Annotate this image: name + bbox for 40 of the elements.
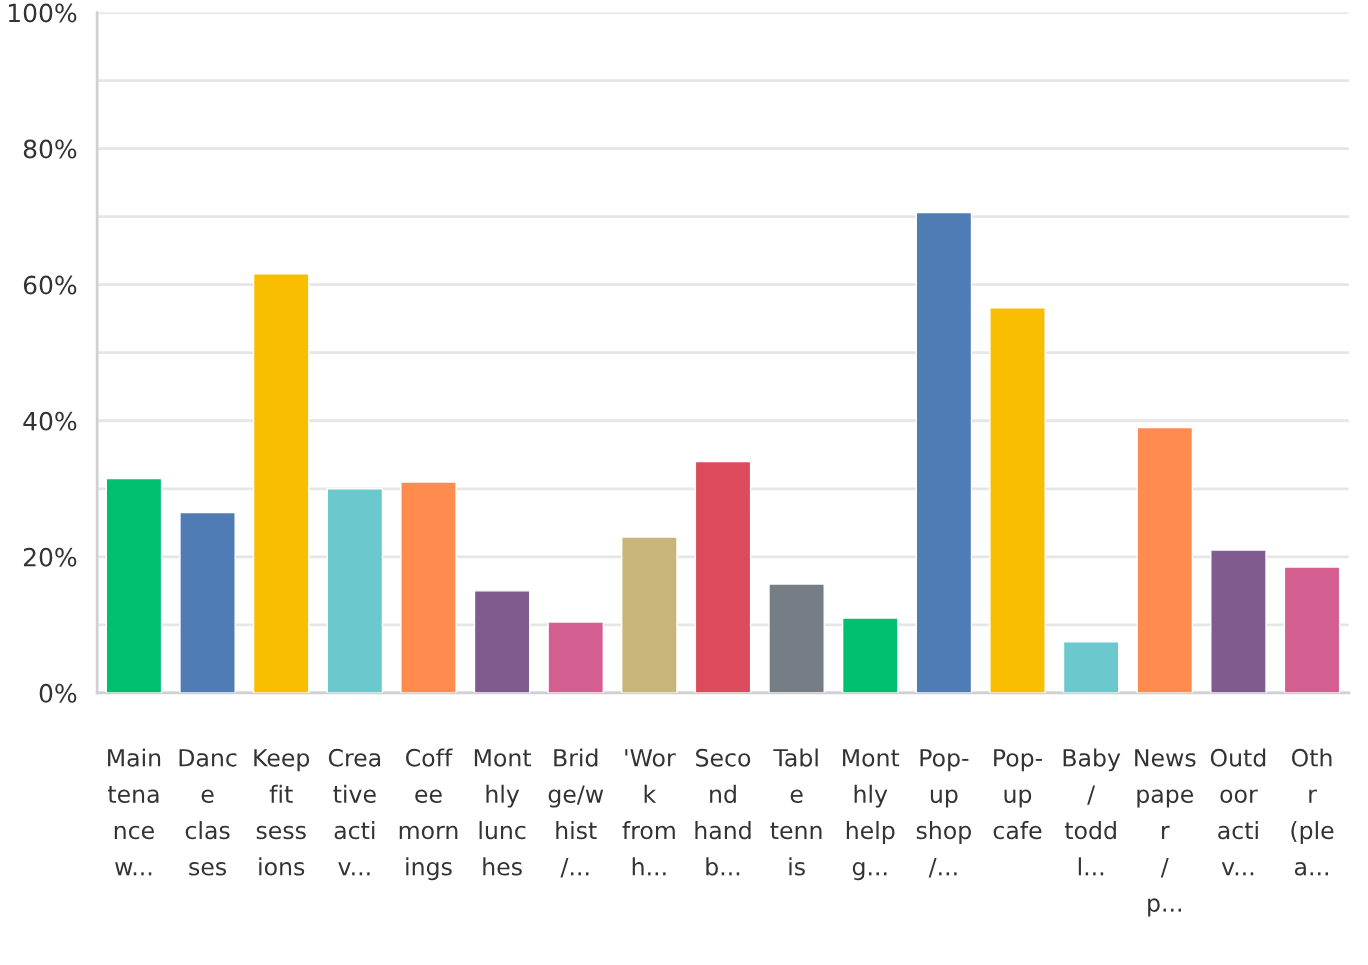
x-tick-label: Seco nd hand b... [695,748,751,876]
bar [841,617,899,693]
bar [915,211,973,693]
bar [621,536,678,693]
bar [473,590,531,693]
x-tick-label: Tabl e tenn is [770,748,822,876]
x-tick-label: Main tena nce w... [107,748,161,876]
y-tick-label: 20% [23,547,77,567]
y-tick-label: 40% [23,411,77,431]
bar [1062,641,1120,693]
x-tick-label: Keep fit sess ions [254,749,310,876]
x-tick-label: Baby / todd l... [1063,748,1121,876]
y-tick-label: 60% [23,275,77,295]
x-tick-label: Danc e clas ses [179,749,237,876]
bar [989,307,1046,693]
x-tick-label: Oth r (ple a... [1291,748,1334,876]
x-tick-label: Outd oor acti v... [1210,748,1266,876]
x-tick-label: Crea tive acti v... [328,748,381,876]
x-tick-label: Brid ge/w hist /... [548,748,604,878]
y-tick-label: 0% [39,683,77,703]
bar [105,477,163,693]
y-tick-label: 100% [8,3,77,23]
bar [768,583,825,693]
x-tick-label: Pop- up shop /... [916,749,971,878]
x-tick-label: 'Wor k from h... [622,749,676,876]
x-tick-label: Mont hly lunc hes [474,749,532,876]
bar [547,621,605,693]
y-tick-label: 80% [23,139,77,159]
x-tick-label: Mont hly help g... [843,749,900,881]
bar [1283,566,1341,693]
bar [694,460,752,693]
bar [1210,549,1267,693]
bar [252,273,310,693]
bar [326,488,384,693]
x-tick-label: Pop- up cafe [993,749,1043,840]
x-tick-label: News pape r / p... [1135,749,1196,917]
bar [1136,426,1194,693]
x-tick-label: Coff ee morn ings [399,748,458,881]
bar [179,511,236,693]
bar [400,481,457,693]
